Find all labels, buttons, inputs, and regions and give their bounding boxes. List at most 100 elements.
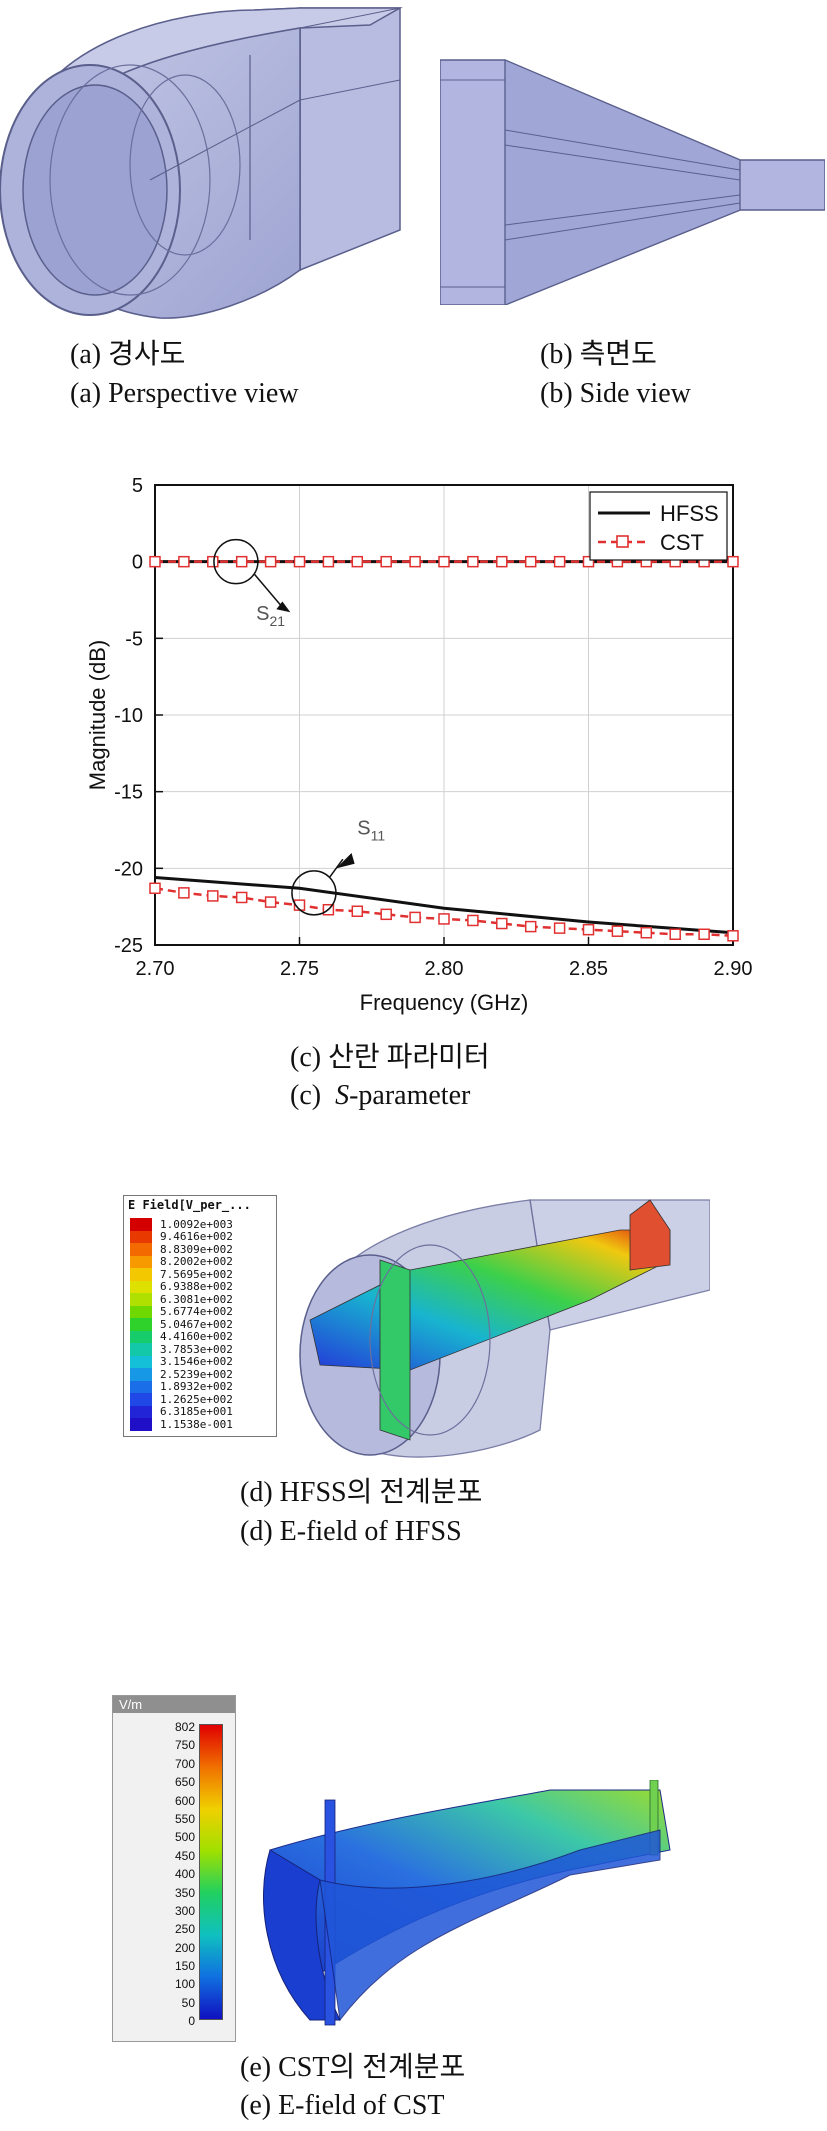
side-view-image xyxy=(440,59,825,305)
cst-s11-point xyxy=(351,905,364,918)
hfss-legend-value: 2.5239e+002 xyxy=(160,1367,233,1381)
hfss-legend-value: 1.1538e-001 xyxy=(160,1417,233,1431)
caption-c-english: (c) S-parameter xyxy=(290,1080,470,1112)
cst-legend-value: 500 xyxy=(174,1830,195,1845)
hfss-legend-value: 5.6774e+002 xyxy=(160,1305,233,1319)
hfss-legend-swatch xyxy=(130,1380,152,1393)
cst-legend-value: 750 xyxy=(174,1738,195,1753)
cst-s21-point xyxy=(178,555,190,568)
hfss-legend-value: 8.2002e+002 xyxy=(160,1255,233,1269)
cst-s11-point xyxy=(178,887,190,899)
hfss-legend-swatch xyxy=(130,1243,152,1256)
cst-legend-value: 650 xyxy=(174,1775,195,1790)
y-axis-label: Magnitude (dB) xyxy=(85,640,110,790)
s21-arrowhead xyxy=(276,601,291,613)
hfss-legend-swatch xyxy=(130,1280,152,1293)
hfss-legend-value: 8.8309e+002 xyxy=(160,1242,233,1256)
hfss-field-image xyxy=(299,1199,710,1458)
hfss-legend-row: 6.3185e+001 xyxy=(130,1405,233,1419)
hfss-s11-line xyxy=(154,876,734,935)
hfss-legend-row: 4.4160e+002 xyxy=(130,1330,233,1343)
caption-e-korean: (e) CST의 전계분포 xyxy=(240,2052,466,2083)
y-tick-label: -20 xyxy=(114,858,143,880)
cst-s11-point xyxy=(496,917,508,930)
y-tick-label: -5 xyxy=(125,628,143,650)
legend-hfss: HFSS xyxy=(660,501,719,526)
cst-legend-value: 550 xyxy=(174,1811,195,1826)
cst-s21-point xyxy=(467,555,479,568)
cst-legend-value: 600 xyxy=(174,1793,195,1808)
cst-legend-value: 350 xyxy=(174,1885,195,1900)
hfss-legend-swatch xyxy=(130,1355,152,1368)
cst-s21-point xyxy=(207,555,219,568)
s21-highlight-circle xyxy=(213,538,259,585)
cst-colorbar xyxy=(199,1724,223,2020)
chart-series xyxy=(149,555,739,942)
x-tick-label: 2.90 xyxy=(714,958,753,980)
hfss-legend-swatch xyxy=(130,1393,152,1406)
caption-e-english: (e) E-field of CST xyxy=(240,2090,445,2121)
hfss-legend: E Field[V_per_... 1.0092e+003 9.4616e+002… xyxy=(123,1195,277,1437)
hfss-legend-row: 3.7853e+002 xyxy=(130,1343,233,1356)
s11-arrowhead xyxy=(336,853,355,869)
y-tick-label: 5 xyxy=(132,475,143,497)
cst-s21-point xyxy=(727,555,739,568)
hfss-legend-row: 2.5239e+002 xyxy=(130,1368,233,1381)
hfss-legend-swatch xyxy=(130,1343,152,1356)
cst-s11-point xyxy=(611,925,624,937)
cst-s11-point xyxy=(698,928,710,941)
hfss-legend-value: 6.3185e+001 xyxy=(160,1405,233,1419)
hfss-legend-value: 1.0092e+003 xyxy=(160,1217,233,1231)
cst-s21-point xyxy=(380,555,392,568)
hfss-legend-value: 9.4616e+002 xyxy=(160,1230,233,1244)
cst-s21-point xyxy=(496,555,508,568)
cst-s11-point xyxy=(524,920,537,933)
caption-d-korean: (d) HFSS의 전계분포 xyxy=(240,1477,483,1508)
cst-s11-point xyxy=(409,911,421,924)
x-tick-label: 2.80 xyxy=(425,958,464,980)
s11-highlight-circle xyxy=(291,870,337,916)
cst-legend-value: 150 xyxy=(174,1959,195,1974)
cst-s11-point xyxy=(149,882,161,895)
x-tick-label: 2.85 xyxy=(569,958,608,980)
hfss-legend-swatch xyxy=(130,1318,152,1331)
hfss-legend-value: 7.5695e+002 xyxy=(160,1267,233,1281)
cst-legend-value: 200 xyxy=(174,1940,195,1955)
hfss-legend-row: 1.8932e+002 xyxy=(130,1380,233,1394)
hfss-legend-title: E Field[V_per_... xyxy=(128,1198,251,1212)
caption-c-suffix: -parameter xyxy=(349,1080,471,1111)
y-tick-label: 0 xyxy=(132,552,143,574)
cst-s11-point xyxy=(235,891,248,904)
caption-c-korean: (c) 산란 파라미터 xyxy=(290,1042,490,1073)
cst-s21-point xyxy=(553,555,566,568)
hfss-legend-row: 3.1546e+002 xyxy=(130,1355,233,1368)
cst-s11-point xyxy=(640,926,653,939)
perspective-view-image xyxy=(0,7,403,319)
cst-s21-point xyxy=(351,555,364,568)
hfss-legend-value: 1.2625e+002 xyxy=(160,1392,233,1406)
caption-d-english: (d) E-field of HFSS xyxy=(240,1516,462,1547)
hfss-legend-row: 8.2002e+002 xyxy=(130,1255,233,1269)
cst-legend-value: 802 xyxy=(174,1720,195,1734)
cst-s11-point xyxy=(438,913,450,925)
hfss-legend-value: 6.9388e+002 xyxy=(160,1280,233,1294)
x-tick-label: 2.75 xyxy=(280,958,319,980)
cst-s21-point xyxy=(264,555,277,568)
cst-legend-value: 300 xyxy=(174,1903,195,1918)
cst-s21-point xyxy=(582,555,595,568)
cst-s11-point xyxy=(727,930,739,942)
hfss-legend-row: 8.8309e+002 xyxy=(130,1243,233,1256)
hfss-legend-row: 6.3081e+002 xyxy=(130,1293,233,1306)
cst-legend-value: 0 xyxy=(188,2014,195,2029)
hfss-legend-row: 1.1538e-001 xyxy=(130,1418,233,1431)
legend-cst: CST xyxy=(660,530,704,555)
hfss-legend-swatch xyxy=(130,1368,152,1381)
hfss-legend-swatch xyxy=(130,1218,152,1231)
hfss-legend-row: 5.6774e+002 xyxy=(130,1305,233,1319)
caption-b-korean: (b) 측면도 xyxy=(540,339,657,370)
annotation-label-11: S11 xyxy=(357,818,385,844)
hfss-legend-value: 1.8932e+002 xyxy=(160,1380,233,1394)
hfss-legend-row: 7.5695e+002 xyxy=(130,1268,233,1281)
cst-legend-value: 450 xyxy=(174,1848,195,1863)
